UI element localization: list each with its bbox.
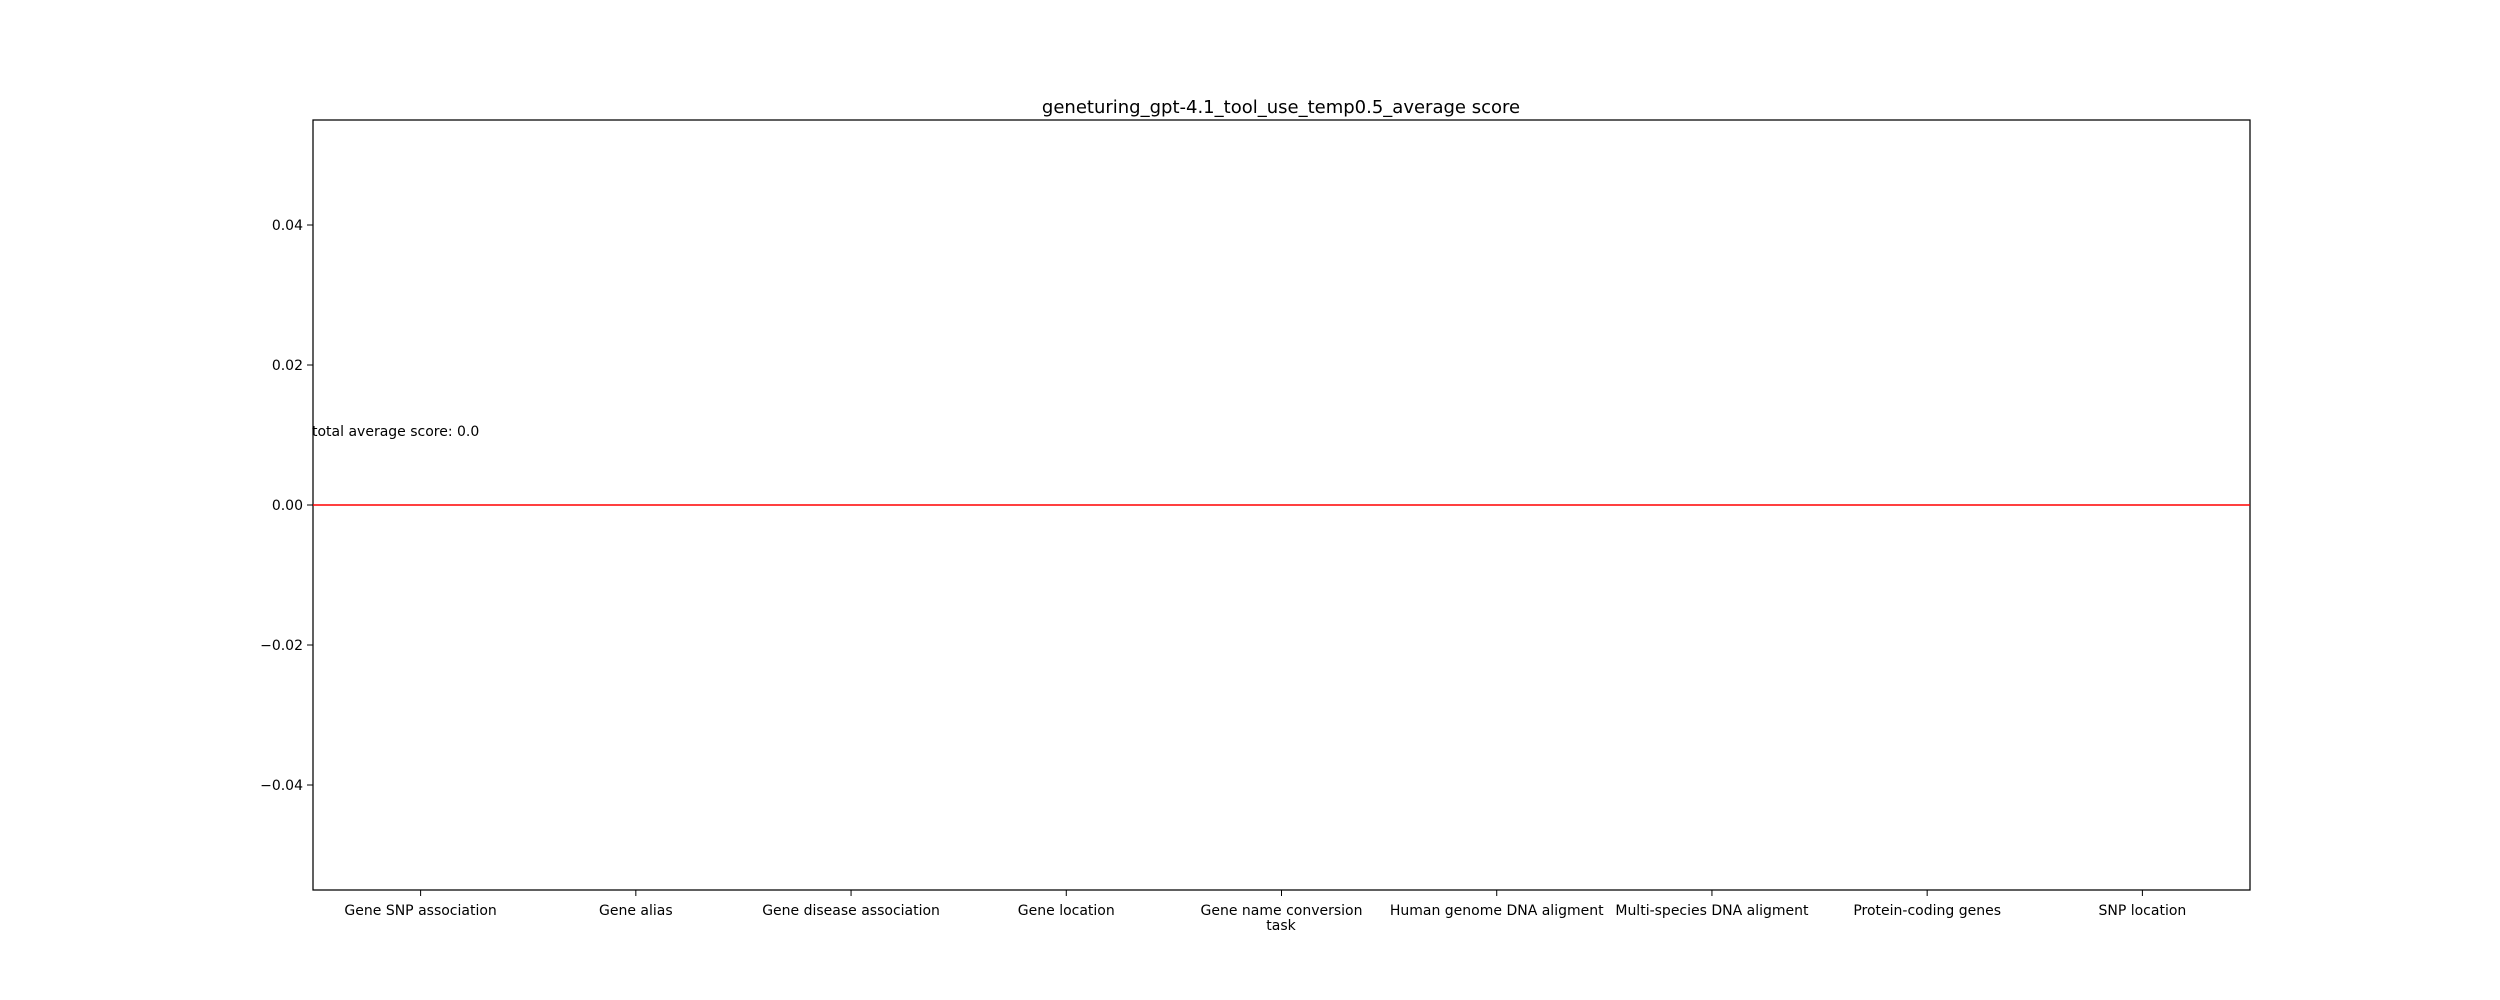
x-tick-label: Human genome DNA aligment [1390,903,1604,919]
y-tick-label: −0.04 [260,778,303,794]
y-tick-label: 0.02 [272,358,303,374]
x-tick-label: SNP location [2098,903,2186,919]
x-tick-label: Protein-coding genes [1853,903,2001,919]
y-tick-label: 0.04 [272,218,303,234]
x-tick-label: Gene SNP association [344,903,496,919]
y-tick-label: 0.00 [272,498,303,514]
x-tick-label: Gene disease association [762,903,940,919]
average-score-annotation: total average score: 0.0 [312,424,479,440]
reference-line-group: total average score: 0.0 [312,424,2250,506]
x-tick-label: Gene location [1018,903,1115,919]
y-tick-label: −0.02 [260,638,303,654]
x-tick-label: Gene alias [599,903,673,919]
x-axis-label: task [1266,918,1296,934]
y-axis: −0.04 −0.02 0.00 0.02 0.04 [260,218,313,794]
x-tick-label: Multi-species DNA aligment [1615,903,1809,919]
chart-title: geneturing_gpt-4.1_tool_use_temp0.5_aver… [1042,97,1520,118]
x-axis: Gene SNP association Gene alias Gene disea… [344,890,2186,919]
x-tick-label: Gene name conversion [1201,903,1363,919]
